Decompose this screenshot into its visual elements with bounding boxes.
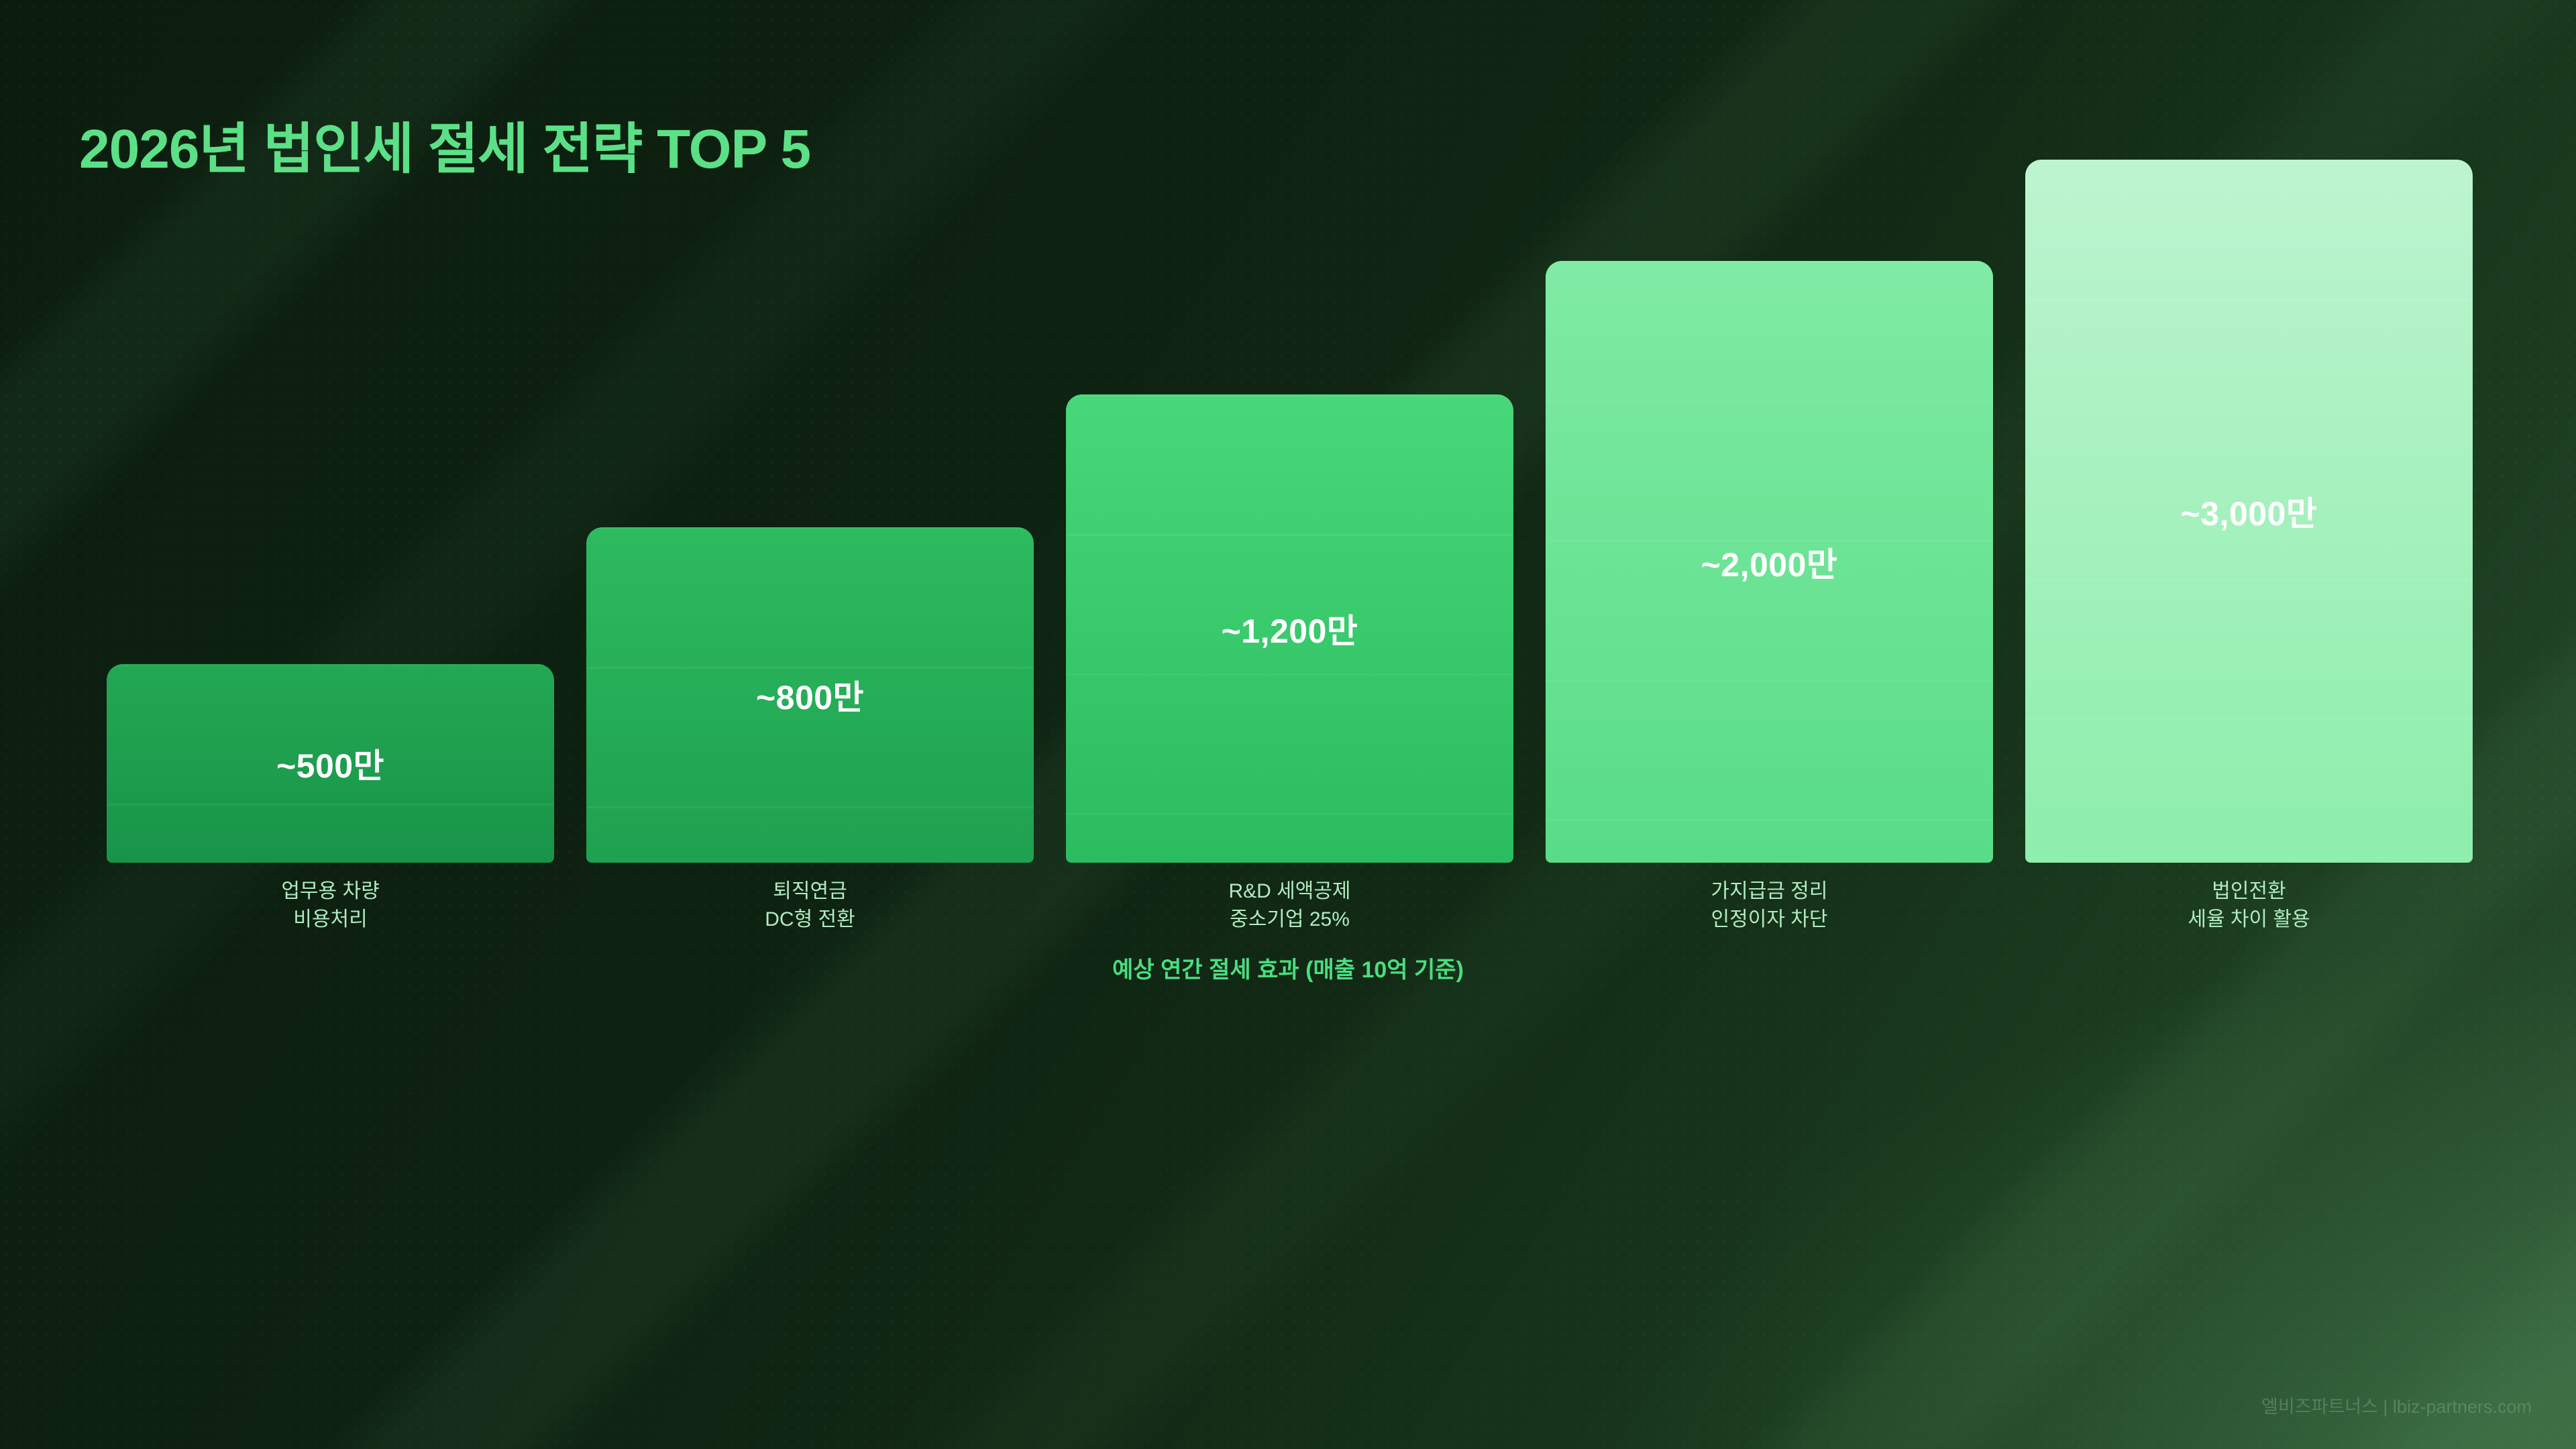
chart-bar: ~2,000만 bbox=[1546, 261, 1993, 863]
category-line-2: 비용처리 bbox=[293, 908, 368, 930]
bar-category-label: 업무용 차량 비용처리 bbox=[107, 877, 554, 934]
bar-category-label: 가지급금 정리 인정이자 차단 bbox=[1546, 877, 1993, 934]
chart-caption: 예상 연간 절세 효과 (매출 10억 기준) bbox=[1112, 957, 1464, 983]
bar-value-label: ~800만 bbox=[755, 679, 865, 716]
category-line-1: R&D 세액공제 bbox=[1228, 880, 1351, 902]
category-line-2: 세율 차이 활용 bbox=[2188, 908, 2310, 930]
chart-bar: ~800만 bbox=[586, 527, 1034, 863]
chart-bar: ~1,200만 bbox=[1066, 394, 1513, 863]
bar-value-label: ~2,000만 bbox=[1701, 545, 1838, 584]
bar-category-label: 퇴직연금 DC형 전환 bbox=[586, 877, 1034, 934]
bar-value-label: ~1,200만 bbox=[1221, 612, 1358, 650]
category-line-1: 업무용 차량 bbox=[281, 880, 380, 902]
category-line-2: DC형 전환 bbox=[765, 908, 855, 930]
category-line-1: 퇴직연금 bbox=[773, 880, 847, 902]
category-line-2: 중소기업 25% bbox=[1230, 908, 1350, 930]
bar-category-label: R&D 세액공제 중소기업 25% bbox=[1066, 877, 1513, 934]
bar-chart: ~500만 ~800만 ~1,200만 ~2,000만 ~3,000만 bbox=[107, 160, 2473, 863]
bar-category-label: 법인전환 세율 차이 활용 bbox=[2025, 877, 2473, 934]
category-line-2: 인정이자 차단 bbox=[1711, 908, 1828, 930]
footer-credit: 엘비즈파트너스 | lbiz-partners.com bbox=[2261, 1397, 2532, 1417]
category-line-1: 법인전환 bbox=[2212, 880, 2286, 902]
category-labels-row: 업무용 차량 비용처리 퇴직연금 DC형 전환 R&D 세액공제 중소기업 25… bbox=[107, 877, 2473, 934]
bar-value-label: ~3,000만 bbox=[2180, 495, 2318, 533]
bar-value-label: ~500만 bbox=[276, 747, 385, 785]
category-line-1: 가지급금 정리 bbox=[1711, 880, 1828, 902]
chart-bar: ~500만 bbox=[107, 664, 554, 863]
chart-bar: ~3,000만 bbox=[2025, 160, 2473, 863]
page-title: 2026년 법인세 절세 전략 TOP 5 bbox=[79, 118, 811, 180]
